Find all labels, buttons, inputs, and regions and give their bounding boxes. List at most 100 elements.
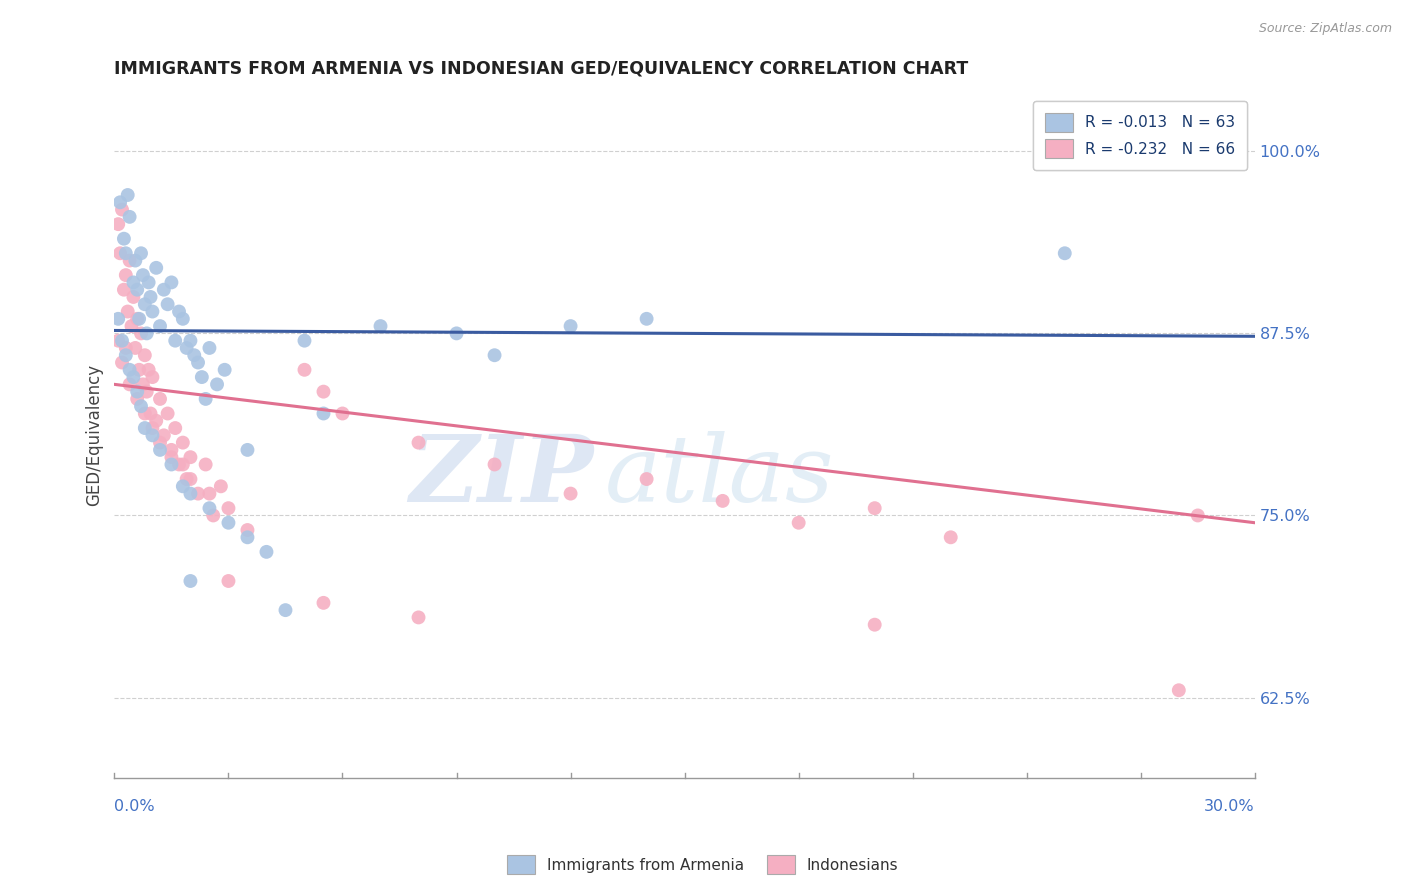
Point	[139, 407, 162, 421]
Point	[179, 574, 201, 588]
Point	[294, 334, 316, 348]
Point	[156, 297, 179, 311]
Point	[408, 610, 430, 624]
Point	[118, 210, 141, 224]
Point	[183, 348, 205, 362]
Point	[145, 260, 167, 275]
Point	[176, 472, 198, 486]
Point	[160, 276, 183, 290]
Point	[312, 596, 335, 610]
Point	[149, 319, 172, 334]
Point	[134, 407, 156, 421]
Point	[118, 363, 141, 377]
Point	[128, 311, 150, 326]
Point	[132, 268, 155, 282]
Point	[198, 341, 221, 355]
Point	[172, 311, 194, 326]
Point	[111, 334, 134, 348]
Point	[636, 472, 658, 486]
Point	[132, 377, 155, 392]
Point	[787, 516, 810, 530]
Point	[236, 523, 259, 537]
Legend: R = -0.013   N = 63, R = -0.232   N = 66: R = -0.013 N = 63, R = -0.232 N = 66	[1033, 101, 1247, 170]
Point	[165, 421, 187, 435]
Text: Source: ZipAtlas.com: Source: ZipAtlas.com	[1258, 22, 1392, 36]
Point	[156, 407, 179, 421]
Point	[446, 326, 468, 341]
Point	[135, 326, 157, 341]
Point	[134, 348, 156, 362]
Point	[141, 304, 163, 318]
Point	[135, 384, 157, 399]
Text: ZIP: ZIP	[409, 432, 593, 522]
Point	[149, 442, 172, 457]
Point	[107, 334, 129, 348]
Point	[312, 407, 335, 421]
Point	[236, 442, 259, 457]
Point	[256, 545, 278, 559]
Point	[1187, 508, 1209, 523]
Point	[560, 319, 582, 334]
Point	[127, 311, 149, 326]
Point	[118, 253, 141, 268]
Point	[179, 472, 201, 486]
Point	[134, 421, 156, 435]
Point	[111, 355, 134, 369]
Point	[236, 530, 259, 544]
Point	[179, 334, 201, 348]
Point	[1167, 683, 1189, 698]
Point	[122, 370, 145, 384]
Text: IMMIGRANTS FROM ARMENIA VS INDONESIAN GED/EQUIVALENCY CORRELATION CHART: IMMIGRANTS FROM ARMENIA VS INDONESIAN GE…	[114, 60, 969, 78]
Point	[145, 414, 167, 428]
Point	[198, 501, 221, 516]
Point	[129, 246, 152, 260]
Point	[127, 392, 149, 406]
Text: 30.0%: 30.0%	[1204, 799, 1254, 814]
Point	[176, 341, 198, 355]
Text: 0.0%: 0.0%	[114, 799, 155, 814]
Text: atlas: atlas	[605, 432, 834, 522]
Legend: Immigrants from Armenia, Indonesians: Immigrants from Armenia, Indonesians	[502, 849, 904, 880]
Point	[172, 479, 194, 493]
Point	[217, 516, 239, 530]
Point	[274, 603, 297, 617]
Point	[167, 458, 190, 472]
Point	[114, 341, 136, 355]
Point	[139, 290, 162, 304]
Point	[114, 348, 136, 362]
Point	[1053, 246, 1076, 260]
Y-axis label: GED/Equivalency: GED/Equivalency	[86, 364, 103, 507]
Point	[124, 341, 146, 355]
Point	[209, 479, 232, 493]
Point	[138, 363, 160, 377]
Point	[112, 232, 135, 246]
Point	[107, 311, 129, 326]
Point	[312, 384, 335, 399]
Point	[205, 377, 228, 392]
Point	[179, 450, 201, 465]
Point	[167, 304, 190, 318]
Point	[153, 283, 176, 297]
Point	[129, 399, 152, 413]
Point	[484, 458, 506, 472]
Point	[128, 363, 150, 377]
Point	[141, 370, 163, 384]
Point	[863, 617, 886, 632]
Point	[187, 355, 209, 369]
Point	[636, 311, 658, 326]
Point	[711, 494, 734, 508]
Point	[217, 574, 239, 588]
Point	[111, 202, 134, 217]
Point	[863, 501, 886, 516]
Point	[114, 268, 136, 282]
Point	[124, 253, 146, 268]
Point	[202, 508, 225, 523]
Point	[117, 304, 139, 318]
Point	[108, 246, 131, 260]
Point	[141, 428, 163, 442]
Point	[118, 377, 141, 392]
Point	[160, 785, 183, 799]
Point	[294, 363, 316, 377]
Point	[122, 276, 145, 290]
Point	[560, 486, 582, 500]
